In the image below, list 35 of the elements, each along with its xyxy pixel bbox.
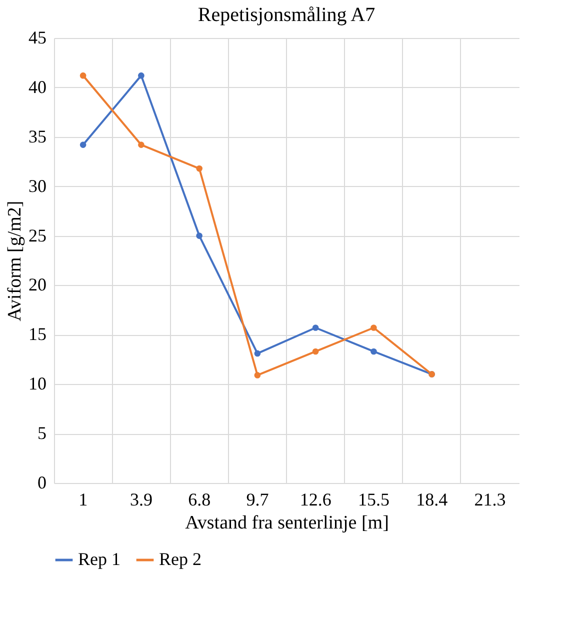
x-tick-label: 6.8 bbox=[188, 490, 211, 510]
y-tick-label: 25 bbox=[28, 225, 46, 246]
y-tick-label: 0 bbox=[38, 472, 46, 492]
x-tick-label: 21.3 bbox=[474, 490, 506, 510]
y-axis-title: Aviform [g/m2] bbox=[4, 200, 26, 322]
point bbox=[254, 372, 261, 378]
y-tick-label: 45 bbox=[28, 28, 46, 48]
legend-label: Rep 1 bbox=[78, 549, 120, 569]
point bbox=[312, 348, 319, 355]
y-tick-label: 15 bbox=[28, 324, 46, 344]
x-tick-label: 12.6 bbox=[300, 490, 332, 510]
x-tick-label: 1 bbox=[78, 490, 88, 510]
chart-title: Repetisjonsmåling A7 bbox=[198, 4, 376, 26]
y-tick-label: 30 bbox=[28, 176, 46, 196]
point bbox=[312, 324, 319, 331]
x-axis-title: Avstand fra senterlinje [m] bbox=[185, 512, 389, 534]
point bbox=[370, 324, 377, 331]
y-tick-label: 40 bbox=[28, 76, 46, 97]
point bbox=[138, 72, 144, 79]
point bbox=[138, 142, 144, 148]
point bbox=[80, 72, 86, 79]
legend-label: Rep 2 bbox=[159, 549, 202, 569]
y-tick-label: 5 bbox=[38, 423, 46, 444]
point bbox=[196, 165, 202, 172]
y-tick-label: 20 bbox=[28, 274, 46, 295]
point bbox=[196, 232, 202, 239]
point bbox=[80, 142, 86, 148]
x-tick-label: 9.7 bbox=[246, 490, 269, 510]
x-tick-label: 18.4 bbox=[416, 490, 448, 510]
y-tick-label: 10 bbox=[28, 374, 46, 394]
point bbox=[370, 348, 377, 355]
point bbox=[254, 350, 261, 357]
x-tick-label: 3.9 bbox=[130, 490, 152, 510]
y-tick-label: 35 bbox=[28, 126, 46, 146]
x-tick-label: 15.5 bbox=[358, 490, 390, 510]
